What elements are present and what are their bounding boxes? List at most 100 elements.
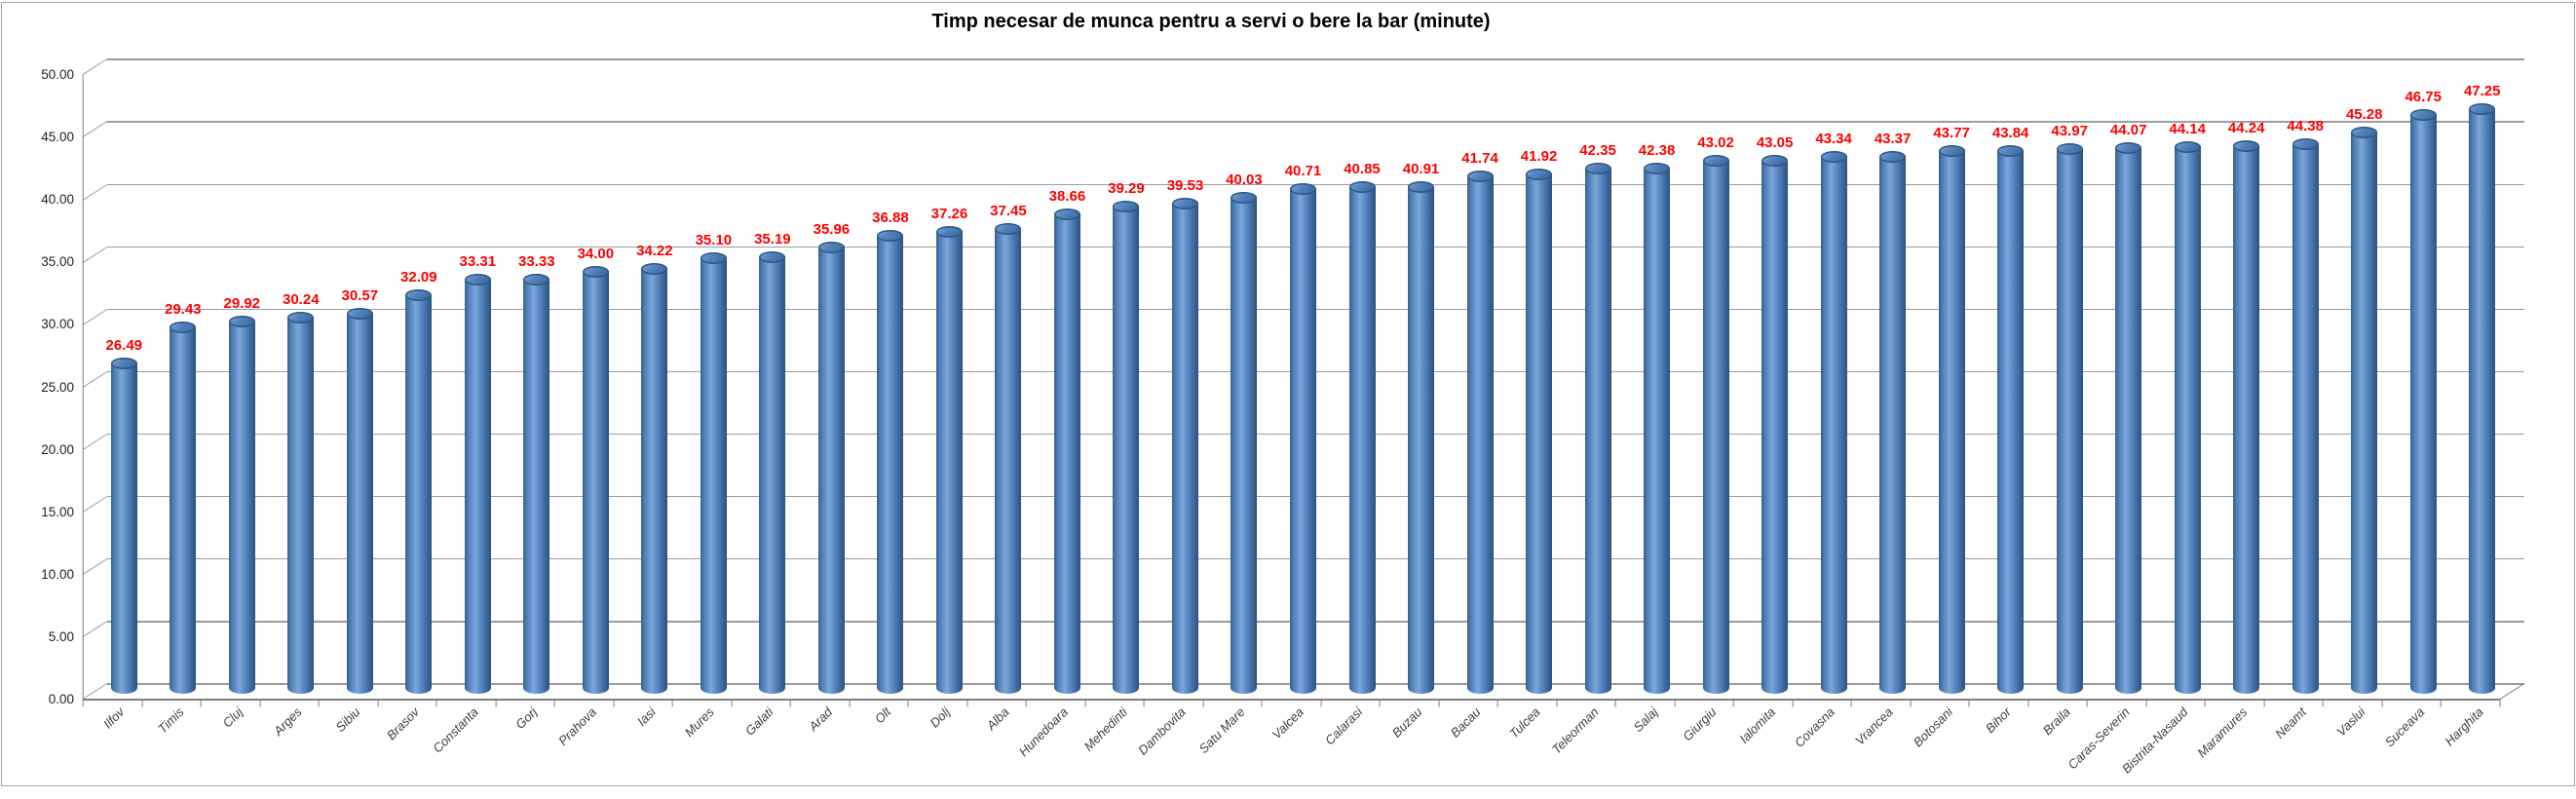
bar-cylinder-top[interactable] bbox=[1053, 208, 1080, 220]
bar-cylinder[interactable] bbox=[995, 229, 1022, 694]
bar-cylinder-top[interactable] bbox=[1584, 163, 1611, 175]
bar-cylinder-top[interactable] bbox=[1408, 180, 1435, 193]
bar-cylinder-top[interactable] bbox=[877, 230, 904, 243]
bar-cylinder-top[interactable] bbox=[2056, 142, 2083, 155]
bar-cylinder-top[interactable] bbox=[1938, 145, 1965, 158]
bar-cylinder[interactable] bbox=[170, 327, 197, 694]
bar-cylinder-top[interactable] bbox=[523, 274, 550, 286]
category-label: Maramures bbox=[2194, 704, 2251, 761]
bar-cylinder[interactable] bbox=[1113, 206, 1140, 694]
bar-cylinder-top[interactable] bbox=[2351, 127, 2378, 139]
bar-cylinder[interactable] bbox=[817, 247, 845, 694]
bar-cylinder[interactable] bbox=[346, 313, 373, 694]
bar-cylinder[interactable] bbox=[1466, 176, 1494, 694]
bar-cylinder[interactable] bbox=[1702, 160, 1729, 694]
bar-cylinder[interactable] bbox=[1408, 186, 1435, 694]
bar-cylinder[interactable] bbox=[759, 256, 786, 694]
bar-cylinder[interactable] bbox=[1997, 150, 2025, 694]
bar-cylinder-top[interactable] bbox=[995, 223, 1022, 236]
bar-cylinder-top[interactable] bbox=[405, 288, 433, 301]
bar-cylinder[interactable] bbox=[2351, 133, 2378, 694]
bar-cylinder[interactable] bbox=[2115, 147, 2142, 694]
bar-cylinder-top[interactable] bbox=[759, 250, 786, 263]
gridline-depth-connector bbox=[82, 683, 108, 701]
bar-cylinder-top[interactable] bbox=[1466, 171, 1494, 183]
bar-cylinder-top[interactable] bbox=[2292, 137, 2319, 150]
x-axis-tick bbox=[82, 699, 84, 707]
value-label: 34.22 bbox=[636, 242, 673, 259]
bar-cylinder-top[interactable] bbox=[464, 274, 491, 286]
bar-cylinder-top[interactable] bbox=[287, 311, 315, 323]
bar-cylinder[interactable] bbox=[2292, 143, 2319, 694]
bar-cylinder-top[interactable] bbox=[346, 307, 373, 320]
bar-cylinder[interactable] bbox=[405, 294, 433, 694]
bar-cylinder[interactable] bbox=[1584, 169, 1611, 694]
bar-cylinder[interactable] bbox=[877, 236, 904, 694]
bar-cylinder[interactable] bbox=[1938, 151, 1965, 694]
value-label: 47.25 bbox=[2463, 82, 2501, 99]
bar-cylinder[interactable] bbox=[1762, 160, 1789, 694]
bar-cylinder-top[interactable] bbox=[935, 225, 963, 238]
bar-cylinder[interactable] bbox=[1526, 173, 1553, 694]
bar-cylinder-top[interactable] bbox=[1702, 154, 1729, 167]
bar-cylinder-top[interactable] bbox=[1171, 197, 1198, 209]
bar-cylinder-top[interactable] bbox=[1231, 191, 1258, 204]
x-axis-tick bbox=[2145, 699, 2147, 707]
bar-cylinder[interactable] bbox=[464, 280, 491, 694]
value-label: 40.03 bbox=[1226, 171, 1263, 188]
bar-cylinder[interactable] bbox=[1644, 169, 1671, 694]
gridline-depth-connector bbox=[82, 183, 108, 201]
bar-cylinder-top[interactable] bbox=[170, 322, 197, 334]
bar-cylinder-top[interactable] bbox=[110, 358, 137, 370]
bar-cylinder[interactable] bbox=[110, 363, 137, 694]
bar-cylinder[interactable] bbox=[2174, 146, 2201, 694]
bar-cylinder-top[interactable] bbox=[1644, 163, 1671, 174]
bar-cylinder[interactable] bbox=[1171, 203, 1198, 694]
bar-cylinder[interactable] bbox=[2469, 108, 2496, 694]
bar-cylinder[interactable] bbox=[1879, 156, 1907, 694]
bar-cylinder-top[interactable] bbox=[1820, 150, 1847, 163]
bar-cylinder-top[interactable] bbox=[1879, 150, 1907, 163]
bar-cylinder[interactable] bbox=[228, 322, 255, 694]
bar-cylinder-top[interactable] bbox=[2409, 108, 2437, 121]
bar-cylinder-top[interactable] bbox=[1762, 154, 1789, 167]
bar-cylinder[interactable] bbox=[2056, 148, 2083, 694]
bar-cylinder[interactable] bbox=[1290, 189, 1316, 694]
bar-cylinder[interactable] bbox=[935, 231, 963, 694]
bar-cylinder-top[interactable] bbox=[1290, 183, 1316, 196]
bar-cylinder[interactable] bbox=[700, 257, 727, 694]
bar-cylinder-top[interactable] bbox=[2469, 102, 2496, 115]
bar-cylinder[interactable] bbox=[2409, 114, 2437, 694]
category-label: Iasi bbox=[633, 704, 659, 729]
bar-cylinder-top[interactable] bbox=[1526, 168, 1553, 180]
bar-cylinder-top[interactable] bbox=[2115, 141, 2142, 154]
bar-cylinder-top[interactable] bbox=[641, 262, 668, 275]
bar-cylinder-top[interactable] bbox=[2174, 140, 2201, 153]
category-label: Arges bbox=[270, 704, 305, 739]
bar-cylinder[interactable] bbox=[1348, 187, 1376, 694]
bar-cylinder[interactable] bbox=[641, 268, 668, 694]
bar-cylinder[interactable] bbox=[2233, 145, 2260, 694]
bar-cylinder-top[interactable] bbox=[1997, 144, 2025, 157]
bar-cylinder-top[interactable] bbox=[2233, 139, 2260, 152]
x-axis-tick bbox=[376, 699, 379, 707]
bar-cylinder-top[interactable] bbox=[228, 316, 255, 327]
value-label: 34.00 bbox=[577, 245, 615, 262]
value-label: 45.28 bbox=[2345, 106, 2383, 124]
bar-cylinder-top[interactable] bbox=[700, 251, 727, 264]
y-axis-tick-label: 25.00 bbox=[41, 379, 74, 395]
bar-cylinder-top[interactable] bbox=[1113, 200, 1140, 212]
x-axis-tick bbox=[1968, 699, 1970, 707]
gridline-depth-connector bbox=[82, 308, 108, 325]
bar-cylinder[interactable] bbox=[287, 317, 315, 694]
bar-cylinder[interactable] bbox=[523, 280, 550, 694]
bar-cylinder[interactable] bbox=[582, 271, 609, 694]
y-axis-tick-label: 0.00 bbox=[48, 692, 74, 706]
bar-cylinder[interactable] bbox=[1820, 156, 1847, 694]
y-axis-tick-label: 20.00 bbox=[41, 441, 74, 457]
bar-cylinder-top[interactable] bbox=[582, 265, 609, 278]
bar-cylinder-top[interactable] bbox=[1348, 181, 1376, 194]
bar-cylinder[interactable] bbox=[1053, 213, 1080, 694]
bar-cylinder[interactable] bbox=[1231, 197, 1258, 694]
bar-cylinder-top[interactable] bbox=[817, 241, 845, 253]
